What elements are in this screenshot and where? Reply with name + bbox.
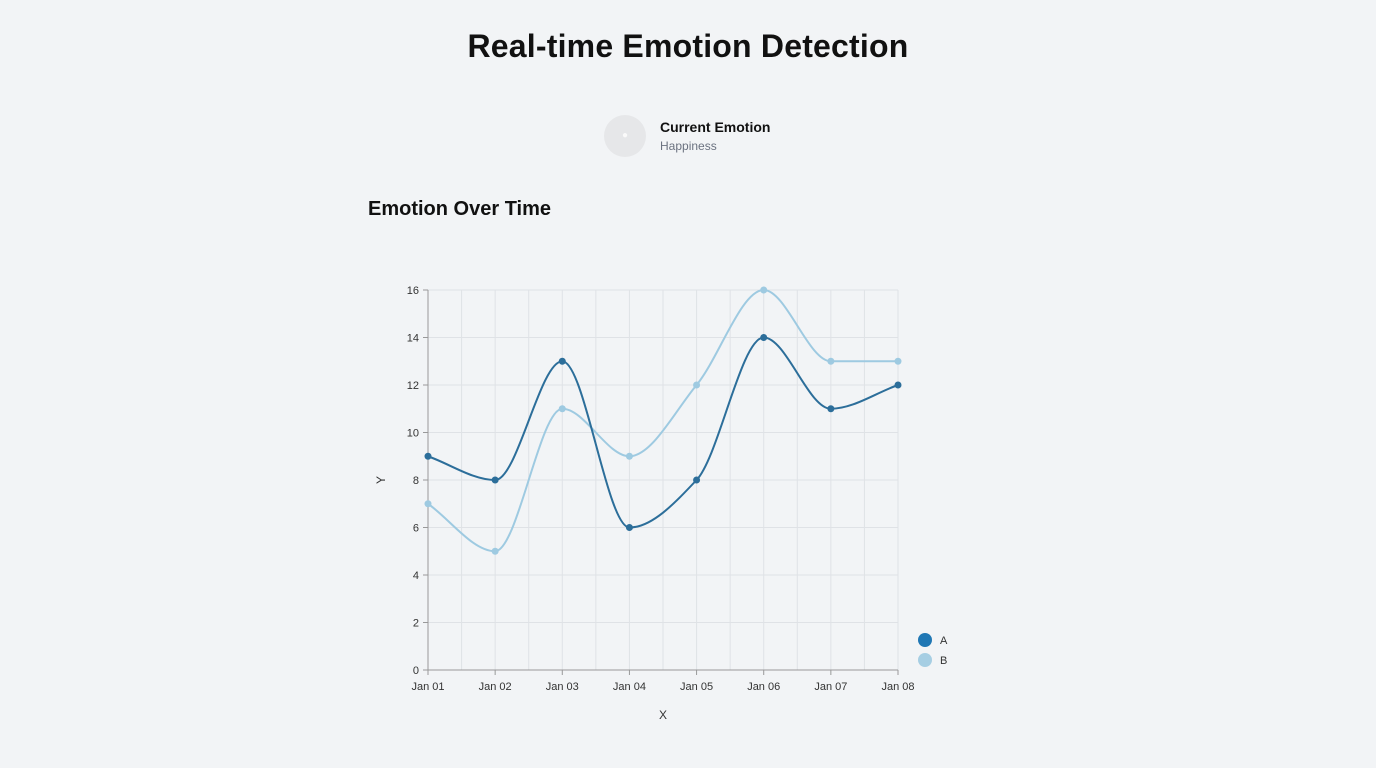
series-A-point <box>558 357 566 365</box>
emotion-face-icon: ● <box>604 115 646 157</box>
current-emotion-value: Happiness <box>660 139 717 153</box>
series-A-point <box>693 476 701 484</box>
y-tick-label: 12 <box>407 380 419 392</box>
series-A-point <box>827 405 835 413</box>
legend-marker-B <box>918 653 932 667</box>
series-B-line <box>427 288 898 553</box>
current-emotion-label: Current Emotion <box>660 119 771 135</box>
y-tick-label: 16 <box>407 285 419 297</box>
series-B-point <box>760 286 768 294</box>
x-tick-label: Jan 06 <box>747 681 780 693</box>
y-axis-label: Y <box>374 476 388 484</box>
series-A-point <box>760 334 768 341</box>
series-B-point <box>625 452 633 460</box>
series-A-line <box>427 336 899 529</box>
y-tick-label: 0 <box>413 665 419 677</box>
section-title: Emotion Over Time <box>368 198 552 220</box>
series-A-point <box>491 476 499 484</box>
legend-label-B: B <box>940 655 947 667</box>
series-B-point <box>558 405 566 413</box>
legend-marker-A <box>918 633 932 647</box>
x-tick-label: Jan 03 <box>546 681 579 693</box>
y-tick-label: 10 <box>407 428 419 440</box>
y-tick-label: 8 <box>413 475 419 487</box>
x-tick-label: Jan 01 <box>411 681 444 693</box>
current-emotion-card: ● Current Emotion Happiness <box>604 115 770 157</box>
series-B-point <box>693 381 701 389</box>
y-tick-label: 14 <box>407 333 419 345</box>
y-tick-label: 6 <box>413 523 419 535</box>
page-title: Real-time Emotion Detection <box>467 28 909 64</box>
series-A-point <box>424 452 432 460</box>
x-axis-label: X <box>659 708 667 722</box>
y-tick-label: 4 <box>413 570 419 582</box>
series-B-point <box>827 357 835 365</box>
legend-label-A: A <box>940 635 948 647</box>
series-A-point <box>894 381 902 389</box>
x-tick-label: Jan 02 <box>479 681 512 693</box>
x-tick-label: Jan 05 <box>680 681 713 693</box>
x-tick-label: Jan 04 <box>613 681 646 693</box>
x-tick-label: Jan 08 <box>881 681 914 693</box>
x-tick-label: Jan 07 <box>814 681 847 693</box>
series-A-point <box>625 524 633 531</box>
series-B-point <box>424 500 432 508</box>
series-B-point <box>894 357 902 365</box>
y-tick-label: 2 <box>413 618 419 630</box>
series-B-point <box>491 547 499 555</box>
